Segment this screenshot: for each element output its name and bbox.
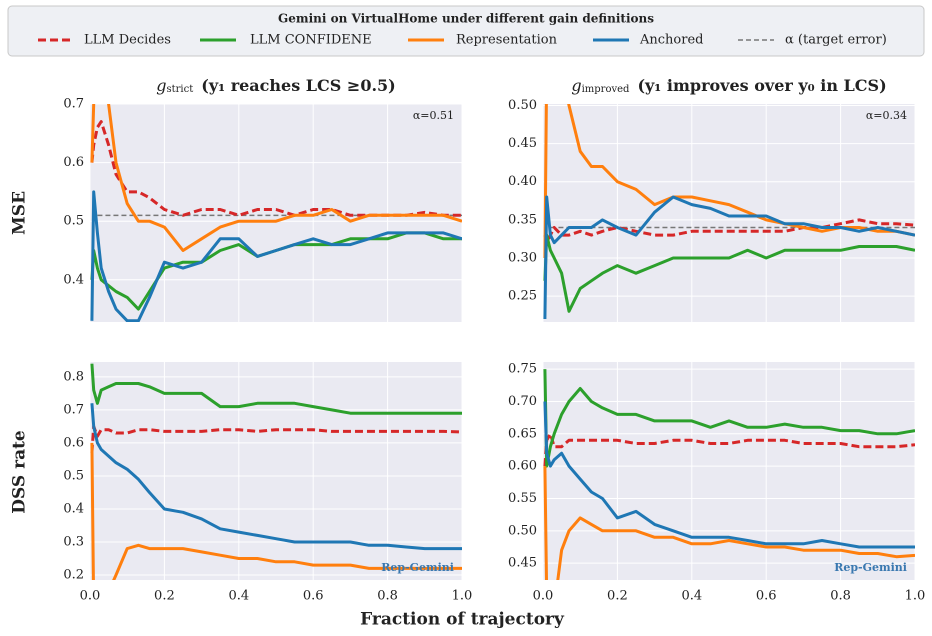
y-tick-label: 0.50 (508, 523, 537, 538)
y-tick-label: 0.8 (63, 369, 84, 384)
series-line (543, 401, 915, 549)
plot-area (90, 363, 462, 580)
title-subscript: improved (582, 84, 630, 95)
y-tick-label: 0.35 (508, 212, 537, 227)
x-tick-label: 0.2 (154, 589, 175, 604)
legend-label: LLM CONFIDENE (250, 33, 372, 48)
row-label: MSE (10, 191, 30, 235)
title-symbol: g (571, 76, 581, 95)
x-tick-label: 0.4 (681, 589, 702, 604)
x-tick-label: 0.8 (377, 589, 398, 604)
series-line (543, 432, 915, 467)
legend-label: Anchored (639, 33, 703, 48)
x-tick-label: 0.4 (228, 589, 249, 604)
plot-area (90, 104, 462, 322)
panel (543, 104, 915, 322)
y-tick-label: 0.70 (508, 394, 537, 409)
y-tick-label: 0.5 (63, 214, 84, 229)
annotation: α=0.34 (866, 109, 907, 122)
panel (90, 104, 462, 322)
plot-area (543, 104, 915, 320)
annotation: Rep-Gemini (834, 561, 907, 574)
y-tick-label: 0.7 (63, 402, 84, 417)
y-tick-label: 0.55 (508, 491, 537, 506)
y-tick-label: 0.45 (508, 136, 537, 151)
y-tick-label: 0.25 (508, 289, 537, 304)
x-tick-label: 0.6 (756, 589, 777, 604)
y-tick-label: 0.45 (508, 556, 537, 571)
series-line (90, 424, 462, 453)
series-line (90, 363, 462, 415)
x-tick-label: 0.2 (607, 589, 628, 604)
y-tick-label: 0.50 (508, 98, 537, 113)
panel (90, 362, 462, 580)
panel (543, 362, 915, 580)
legend-label: LLM Decides (84, 33, 171, 48)
y-tick-label: 0.7 (63, 97, 84, 112)
y-tick-label: 0.65 (508, 426, 537, 441)
y-tick-label: 0.6 (63, 155, 84, 170)
title-symbol: g (156, 76, 166, 95)
y-tick-label: 0.75 (508, 362, 537, 377)
y-tick-label: 0.6 (63, 435, 84, 450)
series-line (543, 195, 915, 320)
y-tick-label: 0.5 (63, 468, 84, 483)
plot-area (543, 369, 915, 580)
x-axis-label: Fraction of trajectory (360, 610, 565, 630)
x-tick-label: 1.0 (905, 589, 926, 604)
series-line (90, 190, 462, 322)
title-subscript: strict (167, 84, 194, 95)
y-tick-label: 0.2 (63, 568, 84, 583)
legend-title: Gemini on VirtualHome under different ga… (278, 12, 654, 26)
legend-box (7, 5, 925, 57)
series-line (90, 104, 462, 252)
y-tick-label: 0.60 (508, 459, 537, 474)
series-line (90, 403, 462, 551)
series-line (543, 369, 915, 468)
panel-title: gimproved (y₁ improves over y₀ in LCS) (571, 76, 886, 95)
row-label: DSS rate (10, 430, 30, 514)
series-line (90, 231, 462, 311)
x-tick-label: 0.6 (303, 589, 324, 604)
x-tick-label: 0.0 (533, 589, 554, 604)
title-text: (y₁ reaches LCS ≥0.5) (201, 76, 395, 95)
x-tick-label: 1.0 (452, 589, 473, 604)
annotation: α=0.51 (413, 109, 454, 122)
series-line (90, 442, 462, 580)
y-tick-label: 0.3 (63, 535, 84, 550)
title-text: (y₁ improves over y₀ in LCS) (637, 76, 886, 95)
legend-label: α (target error) (785, 33, 887, 48)
y-tick-label: 0.4 (63, 501, 84, 516)
y-tick-label: 0.4 (63, 272, 84, 287)
x-tick-label: 0.0 (80, 589, 101, 604)
annotation: Rep-Gemini (381, 561, 454, 574)
y-tick-label: 0.40 (508, 174, 537, 189)
series-line (543, 233, 915, 313)
series-line (543, 466, 915, 580)
legend-label: Representation (456, 33, 558, 48)
y-tick-label: 0.30 (508, 250, 537, 265)
panel-title: gstrict (y₁ reaches LCS ≥0.5) (156, 76, 395, 95)
x-tick-label: 0.8 (830, 589, 851, 604)
